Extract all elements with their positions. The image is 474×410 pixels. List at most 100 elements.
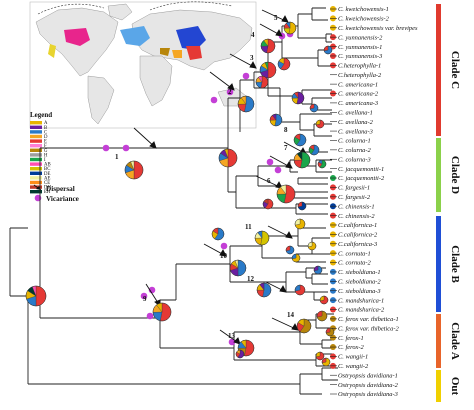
- taxon-label: Ostryopsis davidiana-2: [338, 382, 399, 389]
- node-number: 2: [228, 88, 232, 96]
- legend-label-b: B: [44, 126, 47, 131]
- legend-swatch-bc: [30, 167, 42, 171]
- taxon-label: C. kweichowensis-1: [338, 6, 389, 13]
- node-pie: [291, 253, 301, 263]
- legend-swatch-b: [30, 125, 42, 129]
- clade-bar-clade-b: [436, 216, 441, 312]
- taxon-label: C. americana-3: [338, 100, 378, 107]
- red-distribution-area: [186, 46, 202, 60]
- node-pie: [285, 245, 295, 255]
- taxon-label: C. yunnanensis-3: [338, 53, 382, 60]
- taxon-label: C. ferox-2: [338, 344, 364, 351]
- node-pie: [294, 218, 306, 230]
- dispersal-arc: [37, 3, 105, 15]
- node-pie: [315, 119, 325, 129]
- node-pie: [235, 349, 245, 359]
- taxon-label: Ostryopsis davidiana-3: [338, 391, 398, 398]
- taxon-label: C.heterophylla-1: [338, 63, 381, 70]
- legend-label-i: I: [44, 158, 46, 163]
- node-8-pie: 8: [284, 126, 307, 147]
- taxon-label: C. kweichowensis-2: [338, 16, 390, 23]
- dispersal-arc: [149, 1, 233, 11]
- node-pie: [291, 91, 305, 105]
- legend-swatch-d: [30, 134, 42, 139]
- legend-label-de: DE: [44, 172, 50, 177]
- node-number: 12: [247, 275, 255, 283]
- taxon-label: C. cornuta-1: [338, 250, 371, 257]
- node-pie: [323, 45, 333, 55]
- node-4-pie: 4: [251, 31, 276, 54]
- taxon-label: C. wangii-1: [338, 354, 368, 361]
- clade-bar-clade-d: [436, 138, 441, 212]
- node-2-pie: 2: [228, 88, 255, 113]
- node-number: 4: [251, 31, 255, 39]
- taxon-label: C. chinensis-2: [338, 213, 375, 220]
- node-pie: [25, 285, 47, 307]
- node-number: 1: [115, 153, 119, 161]
- legend-swatch-h: [30, 153, 42, 157]
- legend-label-h: H: [44, 153, 48, 158]
- taxon-label: C. avellana-2: [338, 119, 374, 126]
- legend-title: Legend: [30, 111, 52, 119]
- node-pie: [277, 57, 291, 71]
- node-number: 11: [245, 223, 252, 231]
- node-pie: [308, 144, 320, 156]
- legend-label-dh: DH: [44, 186, 51, 191]
- legend-swatch-ce: [30, 180, 42, 185]
- legend-event-dispersal: Dispersal: [46, 185, 75, 193]
- legend-label-eh: EH: [44, 190, 51, 195]
- node-pie: [262, 198, 274, 210]
- taxon-label: Ostryopsis davidiana-1: [338, 372, 398, 379]
- taxon-label: C. yunnanensis-1: [338, 44, 382, 51]
- taxon-label: C.californica-2: [338, 232, 378, 239]
- legend-swatch-g: [30, 148, 42, 152]
- legend-label-d: D: [44, 135, 48, 140]
- taxon-label: C. sieboldiana-2: [338, 279, 381, 286]
- node-3-pie: 3: [250, 54, 277, 79]
- legend-swatch-f: [30, 144, 42, 148]
- phylogeny-branches: [9, 7, 338, 395]
- pink-distribution-area: [64, 28, 90, 46]
- dispersal-arrows: [133, 9, 307, 345]
- node-14-pie: 14: [287, 311, 312, 334]
- node-pie: [317, 159, 327, 169]
- taxon-label: C. mandshurica-1: [338, 297, 384, 304]
- taxon-label: C. yunnanensis-2: [338, 34, 383, 41]
- taxon-label: C. avellana-3: [338, 128, 373, 135]
- legend-label-ae: AE: [44, 176, 50, 181]
- legend-label-bc: BC: [44, 167, 50, 172]
- node-number: 8: [284, 126, 288, 134]
- node-6-pie: 6: [267, 177, 296, 204]
- legend-swatch-de: [30, 171, 42, 175]
- taxon-label: C. colurna-1: [338, 138, 371, 145]
- node-number: 3: [250, 54, 254, 62]
- node-10-pie: 10: [220, 252, 247, 277]
- taxon-label: C.californica-1: [338, 222, 377, 229]
- node-5-pie: 5: [274, 14, 297, 35]
- node-number: 6: [267, 177, 271, 185]
- clade-label: Out: [449, 377, 461, 396]
- node-number: 7: [284, 144, 288, 152]
- taxon-label: C. kweichowensis var. brevipes: [338, 25, 418, 32]
- legend-label-ce: CE: [44, 181, 50, 186]
- taxon-label: C. sieboldiana-3: [338, 288, 381, 295]
- taxon-label: C. mandshurica-2: [338, 307, 385, 314]
- legend-label-g: G: [44, 149, 48, 154]
- clade-bar-clade-c: [436, 4, 441, 136]
- legend-label-f: F: [44, 144, 47, 149]
- legend-swatch-ae: [30, 176, 42, 180]
- africa-landmass: [139, 55, 173, 107]
- legend-label-e: E: [44, 140, 47, 145]
- clade-label: Clade B: [449, 245, 461, 283]
- clade-label: Clade C: [449, 51, 461, 89]
- node-1-pie: 1: [115, 153, 144, 180]
- legend-swatch-ab: [30, 162, 42, 166]
- node-number: 5: [274, 14, 278, 22]
- node-pie: [211, 227, 225, 241]
- node-9-pie: 9: [143, 295, 172, 322]
- taxon-label: C. americana-1: [338, 81, 378, 88]
- node-pie: [269, 113, 283, 127]
- legend-label-ab: AB: [44, 163, 51, 168]
- node-pie: [315, 351, 325, 361]
